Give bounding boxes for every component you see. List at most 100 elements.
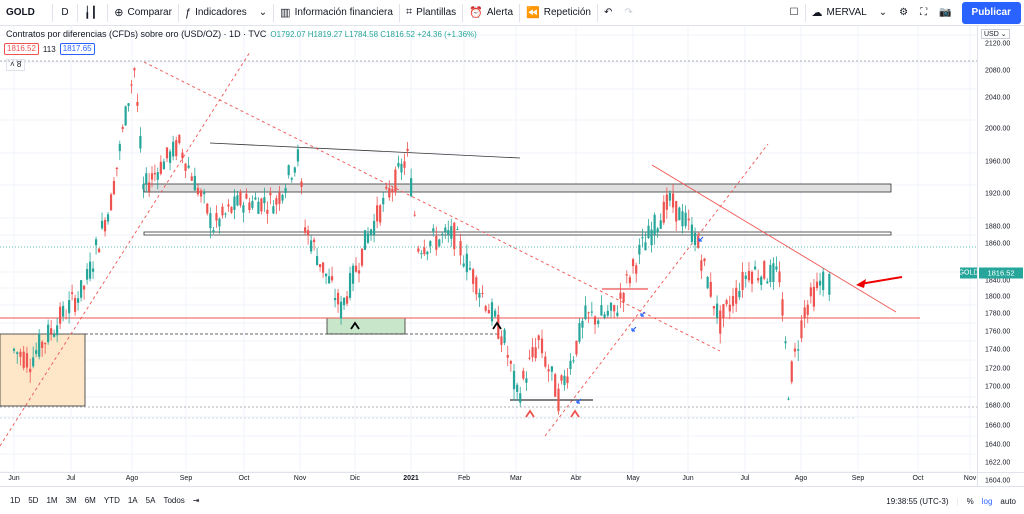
templates-button[interactable]: ⌗ Plantillas — [400, 0, 462, 26]
interval-button[interactable]: D — [53, 0, 77, 26]
candle-down — [475, 277, 478, 295]
replay-button[interactable]: ⏪ Repetición — [520, 0, 597, 26]
currency-label: USD — [984, 31, 999, 38]
compare-button[interactable]: ⊕ Comparar — [108, 0, 178, 26]
range-button-6m[interactable]: 6M — [84, 496, 96, 505]
alert-label: Alerta — [486, 7, 514, 18]
auto-scale-toggle[interactable]: auto — [1000, 496, 1016, 506]
range-button-1m[interactable]: 1M — [46, 496, 58, 505]
percent-scale-toggle[interactable]: % — [966, 496, 974, 506]
candle-down — [735, 287, 738, 304]
candle-down — [712, 306, 716, 309]
price-tick-label: 1604.00 — [985, 477, 1011, 485]
time-axis[interactable]: Jun Jul Ago Sep Oct Nov Dic 2021 Feb Mar Abr May Jun… — [0, 472, 977, 486]
indicators-button[interactable]: ƒ Indicadores — [179, 0, 253, 26]
settings-button[interactable]: ⚙ — [893, 0, 914, 26]
snapshot-button[interactable]: 📷 — [933, 0, 957, 26]
candle-down — [700, 260, 703, 271]
range-button-ytd[interactable]: YTD — [103, 496, 120, 505]
price-chart[interactable] — [0, 26, 977, 472]
candle-up — [426, 251, 429, 255]
candle-down — [815, 281, 819, 289]
financials-button[interactable]: ▥ Información financiera — [274, 0, 399, 26]
candle-up — [581, 320, 584, 328]
bid-price-badge[interactable]: 1816.52 — [4, 43, 39, 55]
candle-up — [254, 197, 257, 200]
alert-button[interactable]: ⏰ Alerta — [463, 0, 519, 26]
currency-selector[interactable]: USD ⌄ — [981, 29, 1010, 39]
candle-up — [775, 266, 778, 270]
candle-down — [196, 187, 200, 195]
candle-down — [300, 181, 303, 187]
current-price-label: 1816.52 — [979, 267, 1023, 279]
candle-down — [453, 222, 456, 250]
ask-price-badge[interactable]: 1817.65 — [59, 43, 95, 55]
candle-up — [650, 229, 653, 246]
candle-up — [382, 197, 385, 205]
select-layout-button[interactable]: ☐ — [784, 0, 805, 26]
candle-up — [118, 143, 121, 152]
chart-pane[interactable]: Contratos por diferencias (CFDs) sobre o… — [0, 26, 978, 472]
candle-down — [19, 351, 22, 357]
redo-button[interactable]: ↷ — [618, 0, 638, 26]
candle-down — [206, 203, 209, 214]
range-button-5a[interactable]: 5A — [145, 496, 156, 505]
toolbar-divider — [519, 3, 521, 22]
undo-button[interactable]: ↶ — [598, 0, 618, 26]
log-scale-toggle[interactable]: log — [981, 496, 993, 506]
indicators-toggle[interactable]: ˄ 8 — [6, 59, 26, 71]
time-tick-label: Sep — [851, 475, 865, 482]
candle-up — [35, 350, 38, 354]
candle-up — [296, 149, 300, 162]
alarm-clock-icon: ⏰ — [469, 7, 483, 19]
candle-up — [56, 325, 59, 336]
range-button-todos[interactable]: Todos — [163, 496, 185, 505]
candle-down — [484, 306, 487, 311]
candle-down — [522, 370, 525, 379]
publish-button[interactable]: Publicar — [961, 1, 1021, 24]
candle-up — [53, 334, 56, 337]
candle-down — [534, 347, 537, 359]
bid-ask-row: 1816.52 113 1817.65 — [4, 43, 95, 55]
candle-down — [304, 227, 307, 233]
indicators-dropdown[interactable]: ⌄ — [253, 0, 273, 26]
fullscreen-button[interactable]: ⛶ — [914, 0, 933, 26]
candle-up — [363, 230, 367, 250]
symbol-search-button[interactable]: GOLD — [0, 0, 52, 26]
price-tick-label: 1860.00 — [985, 240, 1011, 248]
price-tick-label: 1622.00 — [985, 459, 1011, 467]
candle-down — [184, 163, 187, 171]
date-range-button[interactable]: ⇥ — [189, 496, 204, 505]
range-button-5d[interactable]: 5D — [28, 496, 39, 505]
candle-up — [62, 305, 65, 317]
candle-down — [29, 368, 32, 373]
clock[interactable]: 19:38:55 (UTC-3) — [886, 496, 949, 506]
layout-dropdown[interactable]: ⌄ — [873, 0, 893, 26]
range-button-1d[interactable]: 1D — [10, 496, 21, 505]
candle-up — [310, 240, 313, 252]
candle-down — [671, 193, 675, 208]
candle-up — [251, 200, 254, 208]
candle-down — [554, 374, 557, 397]
candle-down — [379, 205, 382, 223]
time-tick-label: Jul — [740, 475, 750, 482]
chart-type-button[interactable]: ╽┃ — [78, 0, 107, 26]
candle-down — [22, 351, 25, 368]
layout-name-button[interactable]: ☁ MERVAL — [806, 0, 873, 26]
range-button-3m[interactable]: 3M — [65, 496, 77, 505]
candle-down — [540, 338, 544, 354]
price-axis[interactable]: USD ⌄ 2120.00 2080.00 2040.00 2000.00 1960.0… — [977, 26, 1024, 485]
candle-down — [312, 239, 316, 243]
candle-up — [100, 220, 104, 229]
candle-up — [572, 360, 575, 362]
range-button-1a[interactable]: 1A — [127, 496, 138, 505]
interval-label: D — [61, 7, 69, 18]
candle-down — [790, 361, 793, 382]
candle-down — [506, 354, 509, 358]
candle-up — [162, 161, 166, 170]
candle-down — [82, 285, 86, 290]
candle-up — [609, 302, 613, 311]
candle-up — [257, 201, 260, 214]
time-tick-label: Ago — [794, 475, 808, 482]
candle-down — [635, 265, 638, 274]
